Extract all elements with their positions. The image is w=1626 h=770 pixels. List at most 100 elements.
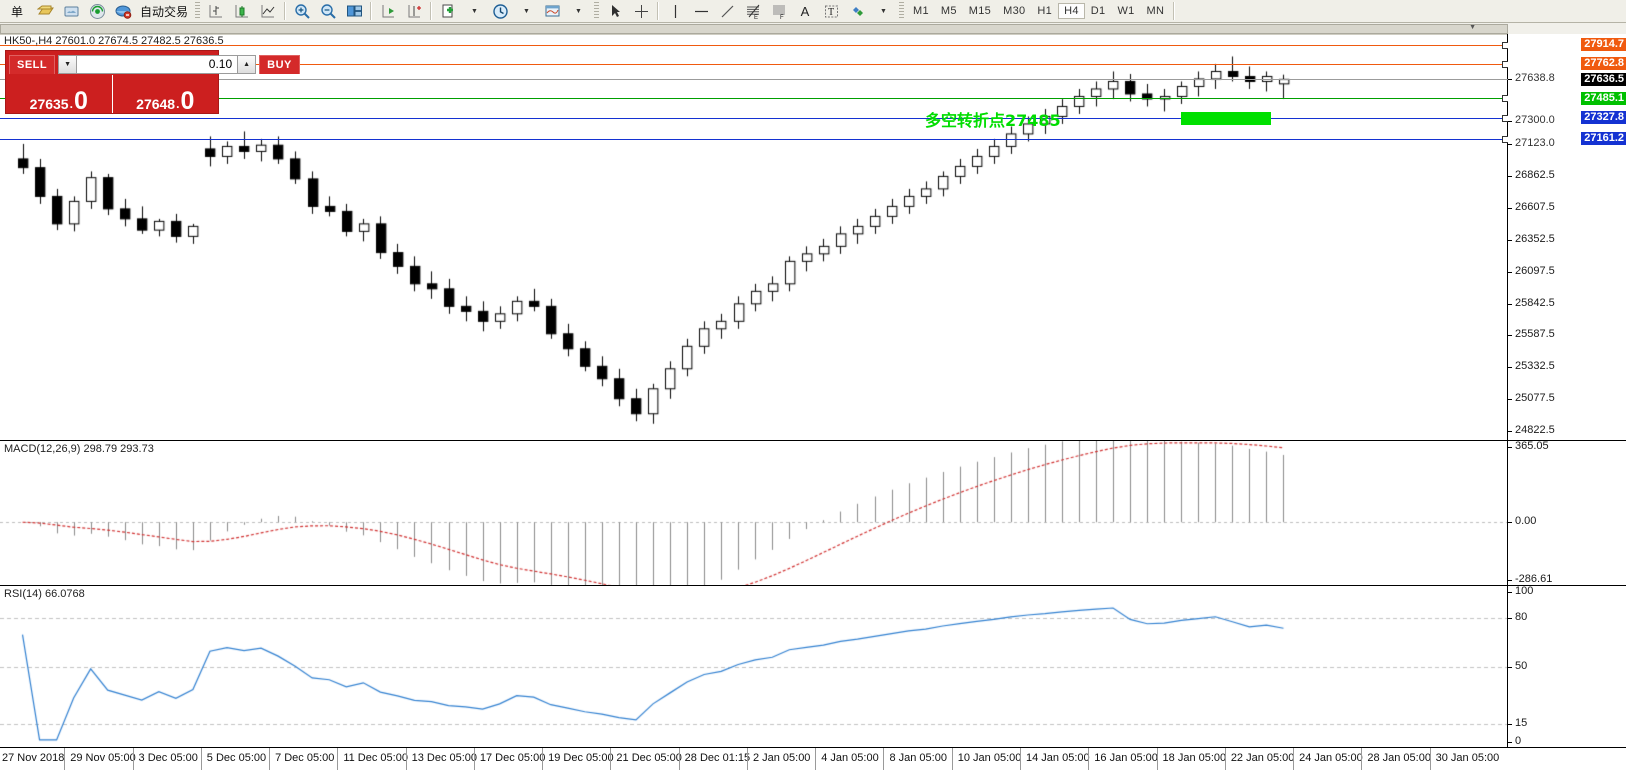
- sell-button[interactable]: SELL: [9, 54, 56, 74]
- macd-header: MACD(12,26,9) 298.79 293.73: [4, 443, 154, 455]
- svg-text:F: F: [780, 15, 784, 20]
- price-level-handle[interactable]: [1502, 95, 1508, 103]
- timeframe-h1[interactable]: H1: [1037, 5, 1053, 17]
- price-tag[interactable]: 27636.5: [1581, 72, 1626, 86]
- rsi-axis[interactable]: 100 80 50 15 0: [1507, 585, 1626, 748]
- vertical-line-icon[interactable]: [662, 1, 688, 21]
- line-chart-icon[interactable]: [255, 1, 281, 21]
- price-tag[interactable]: 27914.7: [1581, 38, 1626, 52]
- scrollbar-arrow-icon[interactable]: ▼: [1469, 24, 1476, 31]
- timeframe-m15[interactable]: M15: [968, 5, 992, 17]
- candlestick-chart-icon[interactable]: [229, 1, 255, 21]
- time-separator: [1293, 748, 1295, 770]
- folder-icon[interactable]: [32, 1, 58, 21]
- rsi-plot[interactable]: RSI(14) 66.0768: [0, 586, 1508, 748]
- trendline-icon[interactable]: [714, 1, 740, 21]
- price-tag[interactable]: 27161.2: [1581, 132, 1626, 146]
- buy-price[interactable]: 27648 . 0: [111, 75, 219, 115]
- time-label: 3 Dec 05:00: [138, 752, 198, 764]
- timeframe-m30[interactable]: M30: [1003, 5, 1026, 17]
- toolbar-grip[interactable]: [195, 2, 201, 20]
- timeframe-h4[interactable]: H4: [1058, 3, 1085, 19]
- time-label: 28 Jan 05:00: [1367, 752, 1431, 764]
- volume-stepper[interactable]: ▼ ▲: [58, 54, 257, 74]
- chevron-down-icon[interactable]: ▼: [880, 7, 887, 15]
- chevron-down-icon[interactable]: ▼: [523, 7, 530, 15]
- price-tag[interactable]: 27485.1: [1581, 91, 1626, 105]
- price-level-handle[interactable]: [1502, 135, 1508, 143]
- price-level-line[interactable]: [0, 44, 1508, 46]
- buy-price-fraction: 0: [180, 87, 195, 115]
- zoom-out-icon[interactable]: [315, 1, 341, 21]
- time-label: 29 Nov 05:00: [70, 752, 136, 764]
- time-axis[interactable]: 27 Nov 2018 29 Nov 05:00 3 Dec 05:00 5 Dec …: [0, 747, 1626, 770]
- fibo-fan-icon[interactable]: F: [766, 1, 792, 21]
- time-label: 17 Dec 05:00: [479, 752, 546, 764]
- time-separator: [951, 748, 953, 770]
- chevron-down-icon[interactable]: ▼: [575, 7, 582, 15]
- price-level-line[interactable]: [0, 79, 1508, 81]
- chart-annotation-text: 多空转折点27485: [925, 111, 1061, 130]
- price-level-line[interactable]: [0, 117, 1508, 119]
- chevron-down-icon[interactable]: ▼: [471, 7, 478, 15]
- cursor-icon[interactable]: [602, 1, 628, 21]
- objects-icon[interactable]: [844, 1, 870, 21]
- bar-chart-icon[interactable]: [203, 1, 229, 21]
- time-label: 21 Dec 05:00: [616, 752, 682, 764]
- timeframe-m5[interactable]: M5: [940, 5, 957, 17]
- auto-scroll-icon[interactable]: [401, 1, 427, 21]
- timeframe-m1[interactable]: M1: [913, 5, 929, 17]
- templates-icon[interactable]: [539, 1, 565, 21]
- scrollbar-thumb[interactable]: [0, 24, 1508, 34]
- crosshair-icon[interactable]: [628, 1, 654, 21]
- price-tag[interactable]: 27762.8: [1581, 57, 1626, 71]
- price-level-handle[interactable]: [1502, 41, 1508, 49]
- macd-axis[interactable]: 365.05 0.00 -286.61: [1507, 440, 1626, 586]
- zoom-in-icon[interactable]: [289, 1, 315, 21]
- price-level-line[interactable]: [0, 138, 1508, 140]
- sell-price-dot: .: [69, 97, 73, 111]
- time-separator: [473, 748, 475, 770]
- price-level-line[interactable]: [0, 63, 1508, 65]
- time-separator: [405, 748, 407, 770]
- one-click-trading-panel[interactable]: SELL ▼ ▲ BUY 27635 . 0 27648: [6, 51, 300, 115]
- toolbar-grip[interactable]: [899, 2, 905, 20]
- price-level-line[interactable]: [0, 98, 1508, 100]
- volume-increment-button[interactable]: ▲: [237, 54, 257, 74]
- price-tag[interactable]: 27327.8: [1581, 111, 1626, 125]
- volume-decrement-button[interactable]: ▼: [58, 54, 78, 74]
- macd-plot[interactable]: MACD(12,26,9) 298.79 293.73: [0, 441, 1508, 586]
- toolbar-grip[interactable]: [594, 2, 600, 20]
- time-separator: [1020, 748, 1022, 770]
- timeframe-mn[interactable]: MN: [1146, 5, 1165, 17]
- volume-input[interactable]: [77, 54, 238, 74]
- highlight-rectangle[interactable]: [1181, 112, 1271, 125]
- chart-shift-icon[interactable]: [375, 1, 401, 21]
- expert-advisor-icon[interactable]: [110, 1, 136, 21]
- time-label: 14 Jan 05:00: [1026, 752, 1090, 764]
- cloud-icon[interactable]: [58, 1, 84, 21]
- text-icon[interactable]: A: [800, 3, 810, 19]
- toolbar-left-label[interactable]: 单: [10, 4, 23, 19]
- timeframe-d1[interactable]: D1: [1090, 5, 1106, 17]
- price-plot[interactable]: HK50-,H4 27601.0 27674.5 27482.5 27636.5…: [0, 34, 1508, 440]
- sell-price[interactable]: 27635 . 0: [6, 75, 112, 114]
- time-label: 24 Jan 05:00: [1299, 752, 1363, 764]
- sell-price-integer: 27635: [29, 96, 69, 112]
- broadcast-icon[interactable]: [84, 1, 110, 21]
- horizontal-line-icon[interactable]: [688, 1, 714, 21]
- chart-area: ▼ HK50-,H4 27601.0 27674.5 27482.5 27636…: [0, 23, 1626, 770]
- price-level-handle[interactable]: [1502, 60, 1508, 68]
- price-level-handle[interactable]: [1502, 114, 1508, 122]
- period-icon[interactable]: [487, 1, 513, 21]
- text-label-icon[interactable]: T: [818, 1, 844, 21]
- timeframe-w1[interactable]: W1: [1117, 5, 1135, 17]
- fibonacci-icon[interactable]: E: [740, 1, 766, 21]
- time-label: 22 Jan 05:00: [1230, 752, 1295, 764]
- auto-trading-button[interactable]: 自动交易: [140, 4, 189, 19]
- price-axis[interactable]: 26862.5 26607.5 26352.5 26097.5 25842.5 25587…: [1507, 34, 1626, 440]
- time-label: 10 Jan 05:00: [957, 752, 1022, 764]
- add-indicator-icon[interactable]: [435, 1, 461, 21]
- tile-windows-icon[interactable]: [341, 1, 367, 21]
- buy-button[interactable]: BUY: [259, 54, 300, 74]
